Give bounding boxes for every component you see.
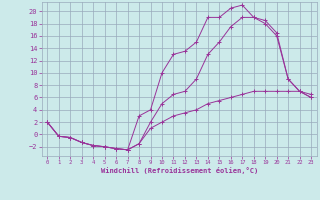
X-axis label: Windchill (Refroidissement éolien,°C): Windchill (Refroidissement éolien,°C) xyxy=(100,167,258,174)
